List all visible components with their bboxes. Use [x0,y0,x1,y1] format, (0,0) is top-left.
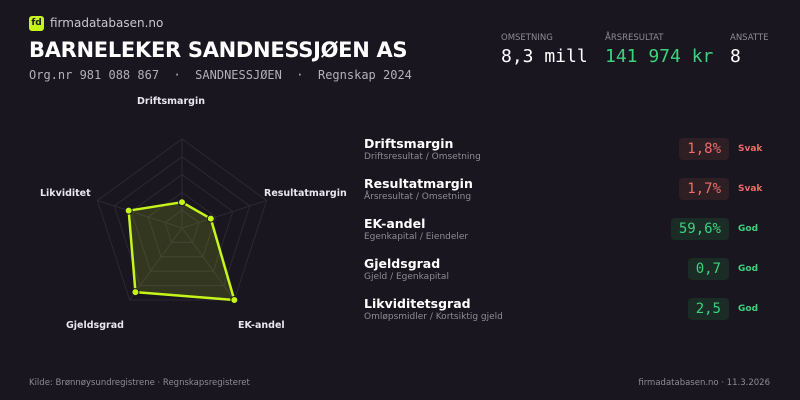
stat-value-employees: 8 [730,46,741,67]
stat-value-result: 141 974 kr [605,46,714,67]
stat-label-employees: ANSATTE [730,33,769,43]
radar-data-area [127,200,236,302]
radar-axis-line [181,200,267,229]
company-meta: Org.nr 981 088 867 · SANDNESSJØEN · Regn… [29,68,412,82]
ratio-verdict: Svak [738,184,763,194]
radar-grid-ring [147,191,217,258]
ratio-formula: Årsresultat / Omsetning [364,192,472,202]
ratio-name: Resultatmargin [364,176,473,191]
radar-data-point [230,296,239,305]
ratio-value-badge: 1,8% [679,138,729,160]
ratio-value-badge: 2,5 [687,298,729,320]
stat-label-result: ÅRSRESULTAT [605,33,664,43]
ratio-verdict: God [738,304,759,314]
ratio-formula: Omløpsmidler / Kortsiktig gjeld [364,312,503,322]
axis-label-driftsmargin: Driftsmargin [137,96,205,107]
ratio-name: Gjeldsgrad [364,256,441,271]
radar-axis-line [129,227,183,301]
stat-value-revenue: 8,3 mill [501,46,588,67]
radar-grid-ring [96,138,268,301]
ratio-value-badge: 59,6% [670,218,729,240]
ratio-verdict: God [738,224,759,234]
ratio-name: Likviditetsgrad [364,296,471,311]
ratio-name: Driftsmargin [364,136,454,151]
ratio-value-badge: 1,7% [679,178,729,200]
radar-data-point [124,206,133,215]
ratio-formula: Egenkapital / Eiendeler [364,232,469,242]
radar-chart [96,138,268,305]
ratio-formula: Gjeld / Egenkapital [364,272,449,282]
radar-grid-ring [164,209,200,243]
logo: fd [29,16,44,31]
axis-label-gjeldsgrad: Gjeldsgrad [66,320,124,331]
ratio-verdict: God [738,264,759,274]
radar-data-point [131,288,140,297]
company-name: BARNELEKER SANDNESSJØEN AS [29,38,408,62]
source-note: Kilde: Brønnøysundregistrene · Regnskaps… [29,378,250,388]
axis-label-likviditet: Likviditet [40,188,91,199]
radar-axis-line [97,200,183,229]
radar-grid-ring [130,173,234,272]
axis-label-ek-andel: EK-andel [238,320,285,331]
ratio-name: EK-andel [364,216,426,231]
brand-name[interactable]: firmadatabasen.no [50,16,164,30]
radar-grid-ring [113,156,251,287]
ratio-formula: Driftsresultat / Omsetning [364,152,481,162]
radar-axis-line [181,227,235,301]
site-date: firmadatabasen.no · 11.3.2026 [638,378,770,388]
ratio-verdict: Svak [738,144,763,154]
radar-data-point [178,198,186,207]
ratio-value-badge: 0,7 [687,258,729,280]
stat-label-revenue: OMSETNING [501,33,553,43]
radar-data-point [206,214,215,223]
axis-label-resultatmargin: Resultatmargin [264,188,347,199]
